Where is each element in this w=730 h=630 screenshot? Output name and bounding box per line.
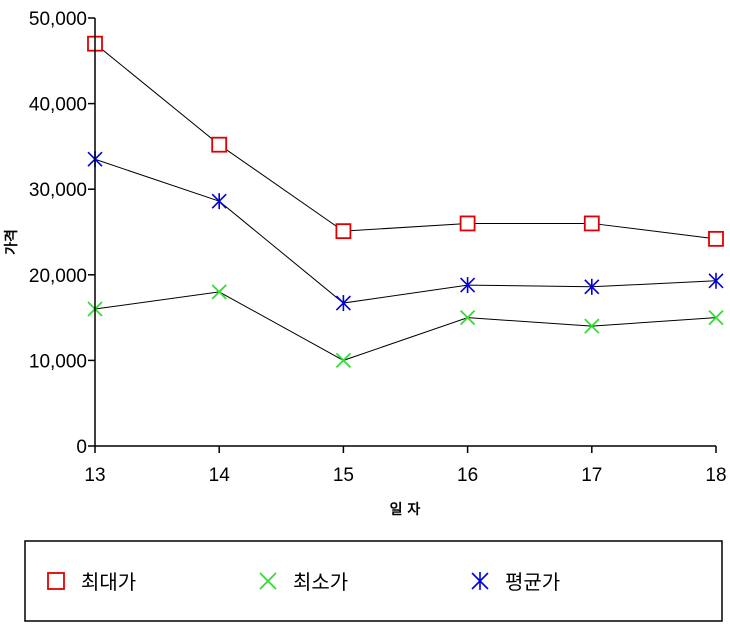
legend: 최대가 최소가 평균가 — [47, 570, 560, 594]
data-point-asterisk — [584, 278, 600, 295]
legend-marker-x — [259, 572, 277, 590]
y-tick-label: 0 — [76, 437, 87, 458]
series-line-x — [94, 291, 717, 361]
series-lines — [94, 43, 717, 361]
y-axis-ticks: 0 10,000 20,000 30,000 40,000 50,000 — [29, 9, 95, 458]
series-line-square — [94, 43, 717, 240]
x-axis-ticks: 13 14 15 16 17 18 — [84, 446, 727, 486]
x-tick-label: 17 — [581, 465, 602, 486]
y-axis-title: 가격 — [3, 229, 20, 255]
legend-label: 평균가 — [505, 570, 560, 594]
y-tick-label: 20,000 — [29, 266, 87, 287]
data-point-square — [211, 136, 228, 153]
y-tick-label: 30,000 — [29, 180, 87, 201]
x-axis-title: 일 자 — [390, 502, 421, 518]
legend-marker-asterisk — [471, 572, 489, 590]
x-tick-label: 16 — [457, 465, 478, 486]
data-point-x — [708, 309, 724, 326]
legend-label: 최소가 — [293, 570, 348, 594]
data-point-square — [459, 215, 476, 232]
series-markers — [87, 35, 724, 369]
data-point-x — [459, 309, 476, 326]
x-tick-label: 15 — [333, 465, 354, 486]
data-point-square — [335, 223, 352, 240]
data-point-asterisk — [708, 272, 724, 289]
data-point-square — [708, 230, 724, 247]
y-tick-label: 50,000 — [29, 9, 87, 30]
legend-marker-square — [47, 572, 65, 590]
data-point-square — [583, 215, 600, 232]
x-tick-label: 14 — [209, 465, 231, 486]
y-tick-label: 40,000 — [29, 95, 87, 116]
data-point-x — [211, 284, 227, 300]
data-point-asterisk — [460, 277, 476, 294]
series-line-asterisk — [94, 158, 717, 304]
data-point-x — [584, 318, 600, 334]
data-point-x — [335, 352, 352, 369]
legend-label: 최대가 — [81, 570, 136, 594]
x-tick-label: 13 — [84, 465, 105, 486]
data-point-asterisk — [335, 295, 351, 312]
x-tick-label: 18 — [705, 465, 726, 486]
y-tick-label: 10,000 — [29, 351, 87, 372]
legend-box — [24, 540, 723, 622]
data-point-asterisk — [211, 193, 227, 210]
